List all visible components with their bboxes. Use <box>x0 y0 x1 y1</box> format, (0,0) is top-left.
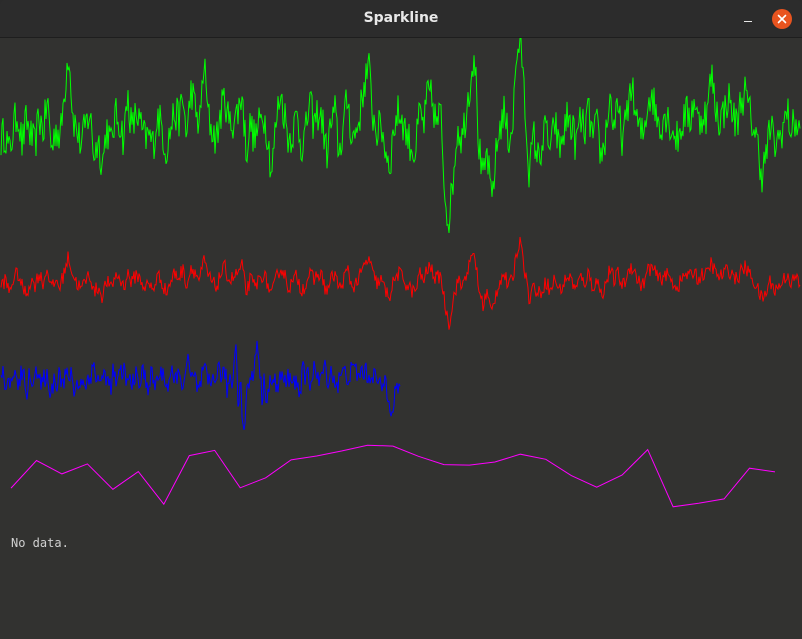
sparkline-series-4 <box>10 444 776 508</box>
no-data-message: No data. <box>11 536 69 550</box>
minimize-button[interactable] <box>736 8 760 30</box>
sparkline-series-1 <box>0 38 801 234</box>
title-bar[interactable]: Sparkline <box>0 0 802 38</box>
sparkline-series-3 <box>0 340 401 430</box>
close-button[interactable] <box>772 9 792 29</box>
sparkline-canvas: No data. <box>0 38 802 639</box>
window-title: Sparkline <box>363 10 439 26</box>
sparkline-chart <box>0 38 801 508</box>
minimize-icon <box>744 21 752 22</box>
sparkline-series-2 <box>0 236 801 330</box>
close-icon <box>777 14 787 24</box>
